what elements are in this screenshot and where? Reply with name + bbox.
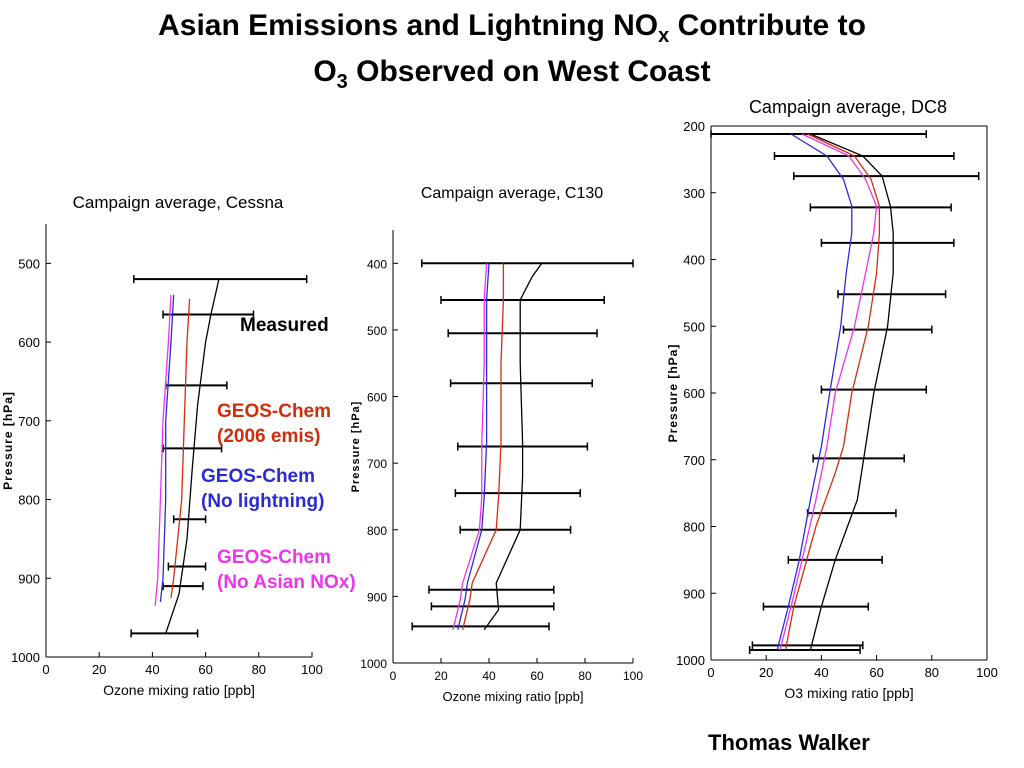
dc8-series-measured	[809, 133, 894, 651]
dc8-y-axis-label: Pressure [hPa]	[666, 344, 680, 443]
cessna-y-tick-label: 900	[18, 571, 40, 586]
cessna-y-tick-label: 700	[18, 414, 40, 429]
dc8-y-tick-label: 900	[683, 586, 705, 601]
c130-y-tick-label: 400	[367, 257, 387, 271]
cessna-chart: Campaign average, Cessna 0 20 40 60 80 100 500 6…	[1, 193, 323, 698]
cessna-x-tick-label: 60	[198, 662, 212, 677]
cessna-chart-title: Campaign average, Cessna	[73, 193, 284, 212]
legend-no-lightning: GEOS-Chem (No lightning)	[201, 464, 324, 514]
c130-x-tick-label: 20	[434, 669, 448, 683]
dc8-y-tick-label: 400	[683, 253, 705, 268]
dc8-y-tick-label: 500	[683, 319, 705, 334]
c130-x-tick-label: 100	[623, 669, 643, 683]
dc8-x-tick-label: 80	[925, 665, 939, 680]
cessna-x-tick-label: 0	[42, 662, 49, 677]
c130-y-tick-label: 1000	[360, 657, 387, 671]
c130-chart: Campaign average, C130 0 20 40 60 80 100 400 500…	[350, 185, 643, 704]
title-line-1: Asian Emissions and Lightning NOx Contri…	[0, 8, 1024, 54]
cessna-x-tick-label: 40	[145, 662, 159, 677]
title-subscript-3: 3	[336, 71, 348, 93]
dc8-y-tick-label: 600	[683, 386, 705, 401]
c130-x-tick-label: 60	[530, 669, 544, 683]
dc8-x-tick-label: 0	[707, 665, 714, 680]
c130-chart-title: Campaign average, C130	[421, 185, 603, 202]
c130-series-no-asian	[452, 263, 488, 630]
c130-x-tick-label: 80	[578, 669, 592, 683]
c130-series-no-lightning	[457, 263, 490, 630]
c130-y-axis-label: Pressure [hPa]	[350, 401, 362, 493]
cessna-x-tick-label: 100	[301, 662, 323, 677]
cessna-y-tick-label: 1000	[11, 650, 40, 665]
dc8-y-tick-label: 200	[683, 119, 705, 134]
dc8-y-tick-label: 800	[683, 520, 705, 535]
cessna-series-no-lightning	[159, 294, 175, 602]
legend-geos-emis: GEOS-Chem (2006 emis)	[217, 399, 331, 449]
cessna-y-tick-label: 800	[18, 493, 40, 508]
c130-series-measured	[483, 262, 543, 631]
author-name: Thomas Walker	[708, 730, 870, 755]
dc8-chart-title: Campaign average, DC8	[749, 97, 947, 117]
title-text-a: Asian Emissions and Lightning NO	[158, 9, 659, 42]
cessna-x-tick-label: 80	[252, 662, 266, 677]
cessna-series-geos-emis	[170, 298, 191, 599]
cessna-x-axis-label: Ozone mixing ratio [ppb]	[103, 682, 255, 698]
legend-no-lightning-line1: GEOS-Chem	[201, 466, 316, 487]
title-line-2: O3 Observed on West Coast	[0, 54, 1024, 100]
cessna-series-no-asian	[154, 294, 172, 606]
legend-no-asian: GEOS-Chem (No Asian NOx)	[217, 545, 356, 595]
dc8-y-tick-label: 700	[683, 453, 705, 468]
title-text-b: Contribute to	[669, 9, 866, 42]
dc8-series-no-lightning	[776, 133, 853, 651]
legend-no-asian-line1: GEOS-Chem	[217, 547, 332, 568]
legend-measured-label: Measured	[240, 315, 329, 336]
cessna-y-tick-label: 600	[18, 335, 40, 350]
cessna-series-measured	[165, 278, 220, 634]
legend-no-lightning-line2: (No lightning)	[201, 491, 325, 512]
dc8-x-tick-label: 40	[814, 665, 828, 680]
legend-geos-emis-line2: (2006 emis)	[217, 426, 321, 447]
c130-x-tick-label: 0	[390, 669, 397, 683]
c130-y-tick-label: 800	[367, 524, 387, 538]
dc8-x-tick-label: 60	[869, 665, 883, 680]
c130-y-tick-label: 900	[367, 590, 387, 604]
dc8-x-tick-label: 20	[759, 665, 773, 680]
title-text-d: Observed on West Coast	[347, 55, 711, 88]
title-text-c: O	[313, 55, 337, 88]
c130-x-axis-label: Ozone mixing ratio [ppb]	[443, 689, 584, 704]
dc8-chart: Campaign average, DC8 0 20 40 60 80 100 200 300 4…	[666, 97, 998, 701]
legend-geos-emis-line1: GEOS-Chem	[217, 401, 332, 422]
c130-x-tick-label: 40	[482, 669, 496, 683]
dc8-series-geos-emis	[784, 133, 881, 651]
legend-no-asian-line2: (No Asian NOx)	[217, 572, 356, 593]
c130-y-tick-label: 700	[367, 457, 387, 471]
legend-measured: Measured	[240, 313, 329, 338]
slide-title: Asian Emissions and Lightning NOx Contri…	[0, 8, 1024, 100]
dc8-x-axis-label: O3 mixing ratio [ppb]	[784, 685, 913, 701]
cessna-y-axis-label: Pressure [hPa]	[1, 391, 15, 490]
dc8-y-tick-label: 300	[683, 186, 705, 201]
dc8-y-tick-label: 1000	[676, 653, 705, 668]
dc8-series-no-asian	[779, 133, 878, 651]
c130-y-tick-label: 600	[367, 391, 387, 405]
cessna-y-tick-label: 500	[18, 256, 40, 271]
c130-y-tick-label: 500	[367, 324, 387, 338]
dc8-x-tick-label: 100	[976, 665, 998, 680]
title-subscript-x: x	[658, 25, 670, 47]
c130-series-geos-emis	[461, 263, 505, 630]
cessna-x-tick-label: 20	[92, 662, 106, 677]
